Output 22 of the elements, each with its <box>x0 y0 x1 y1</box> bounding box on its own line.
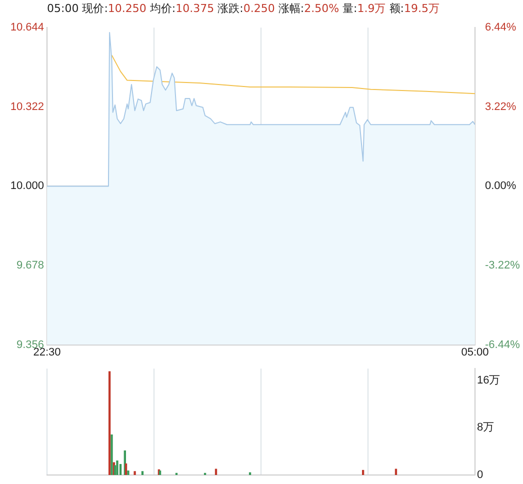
bar <box>362 470 364 475</box>
y-tick-label: 0 <box>477 469 484 482</box>
y-tick-label: 8万 <box>477 422 494 434</box>
bar <box>108 371 111 475</box>
bar <box>110 434 113 475</box>
chart-title: 05:00 现价:10.250 均价:10.375 涨跌:0.250 涨幅:2.50% 量:1.9万 额:19.5万 <box>47 2 440 15</box>
y-tick-label: 10.322 <box>10 100 44 113</box>
y2-tick-label: -3.22% <box>485 260 520 272</box>
y-tick-label: 10.000 <box>10 180 44 192</box>
bar <box>116 460 118 475</box>
y2-tick-label: 3.22% <box>485 100 516 113</box>
bar <box>124 463 128 475</box>
y-tick-label: 9.678 <box>16 260 44 272</box>
bar <box>119 464 122 475</box>
bar <box>134 471 136 475</box>
bar <box>141 471 144 475</box>
y2-tick-label: 0.00% <box>485 180 516 192</box>
y-tick-label: 10.644 <box>10 22 44 34</box>
x-tick-label: 05:00 <box>461 346 489 358</box>
y-tick-label: 16万 <box>477 374 500 386</box>
y2-tick-label: 6.44% <box>485 22 516 34</box>
bar <box>127 470 130 475</box>
